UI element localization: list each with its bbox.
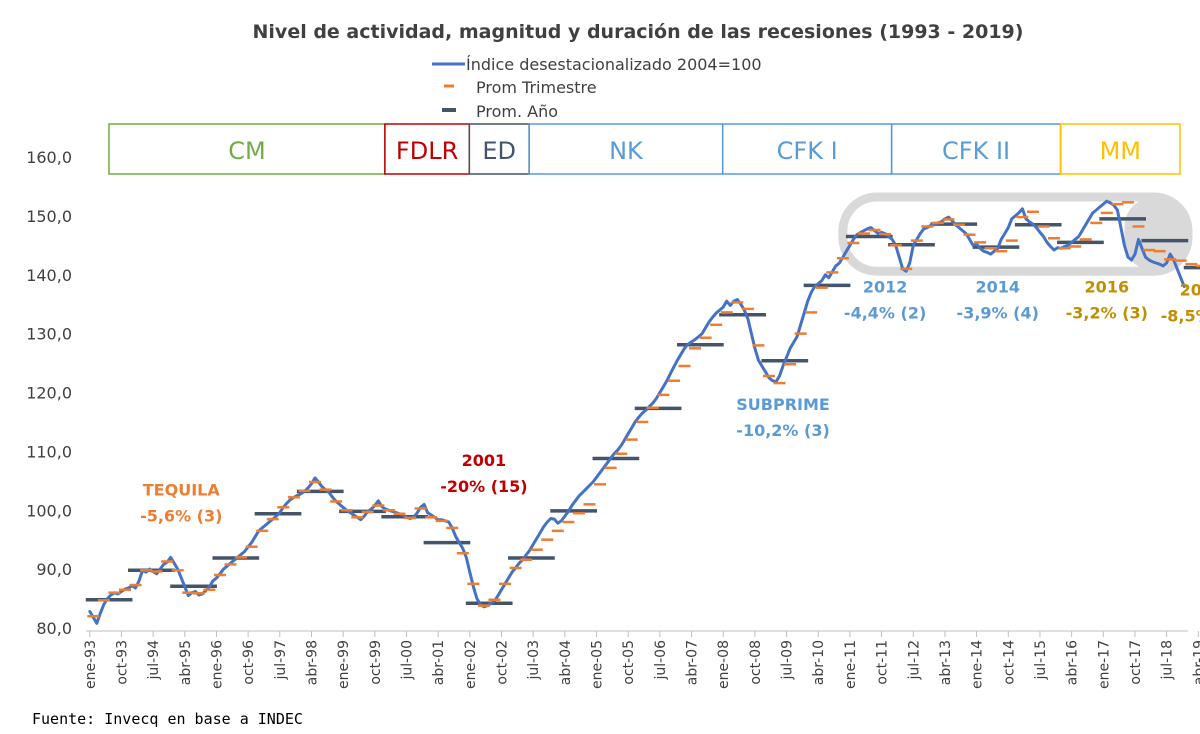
quarterly-average-series [87,201,1200,618]
period-label-0: CM [228,137,265,165]
x-tick-label: oct-93 [114,640,130,685]
recession-label-5: 2016 [1085,277,1130,296]
legend-item-index: Índice desestacionalizado 2004=100 [432,55,762,74]
chart-title: Nivel de actividad, magnitud y duración … [253,21,1024,43]
source-note: Fuente: Invecq en base a INDEC [32,710,303,728]
recession-label-6: 2018 [1180,280,1200,299]
period-label-6: MM [1100,137,1141,165]
x-tick-label: abr-04 [558,640,574,685]
y-tick-label: 150,0 [26,207,72,226]
y-tick-label: 140,0 [26,266,72,285]
x-tick-label: jul-06 [653,640,669,681]
x-tick-label: oct-99 [368,640,384,685]
y-tick-label: 100,0 [26,501,72,520]
period-label-3: NK [609,137,644,165]
x-tick-label: oct-05 [621,640,637,685]
x-tick-label: jul-94 [146,640,162,681]
x-tick-label: ene-08 [716,640,732,689]
x-tick-label: oct-08 [748,640,764,685]
x-tick-label: oct-02 [495,640,511,685]
x-tick-label: oct-96 [241,640,257,685]
x-tick-label: abr-16 [1065,640,1081,685]
recession-label-2: -10,2% (3) [736,421,829,440]
x-tick-label: ene-93 [83,640,99,689]
recession-label-5: -3,2% (3) [1066,303,1148,322]
y-tick-label: 110,0 [26,442,72,461]
index-series [88,199,1186,625]
x-tick-label: abr-19 [1191,640,1200,685]
legend: Índice desestacionalizado 2004=100 Prom … [432,55,762,121]
x-tick-label: oct-14 [1001,640,1017,685]
y-tick-label: 130,0 [26,325,72,344]
legend-item-year: Prom. Año [442,102,558,121]
period-label-1: FDLR [396,137,458,165]
x-tick-label: oct-17 [1128,640,1144,685]
x-tick-label: oct-11 [875,640,891,685]
x-tick-label: abr-01 [431,640,447,685]
x-tick-label: jul-03 [526,640,542,681]
y-tick-label: 160,0 [26,148,72,167]
y-tick-label: 90,0 [36,560,72,579]
recession-annotations: TEQUILA -5,6% (3) 2001 -20% (15) SUBPRIME -10… [140,277,1200,525]
index-line [88,199,1186,625]
y-axis: 80,0 90,0 100,0 110,0 120,0 130,0 140,0 150,0 16… [26,148,72,638]
x-tick-label: abr-07 [685,640,701,685]
recession-label-0: TEQUILA [143,481,221,500]
recent-period-highlight [838,192,1193,276]
recession-label-1: 2001 [462,451,507,470]
recession-label-6: -8,5% (7) [1161,306,1200,325]
x-tick-label: abr-95 [178,640,194,685]
x-tick-label: ene-05 [590,640,606,689]
period-label-5: CFK II [942,137,1010,165]
x-tick-label: jul-18 [1160,640,1176,681]
x-tick-label: jul-97 [273,640,289,681]
recession-label-3: -4,4% (2) [844,303,926,322]
legend-label-quarter: Prom Trimestre [476,78,597,97]
recession-label-3: 2012 [863,277,908,296]
x-tick-label: jul-09 [780,640,796,681]
x-tick-label: jul-12 [906,640,922,681]
x-tick-label: abr-98 [304,640,320,685]
x-tick-label: ene-96 [209,640,225,689]
x-axis: ene-93 oct-93 jul-94 abr-95 ene-96 oct-96 jul-… [83,630,1200,689]
x-tick-label: ene-99 [336,640,352,689]
x-tick-label: jul-00 [399,640,415,681]
x-tick-label: ene-14 [970,640,986,689]
x-tick-label: ene-17 [1096,640,1112,689]
legend-label-year: Prom. Año [476,102,558,121]
y-tick-label: 120,0 [26,384,72,403]
x-tick-label: jul-15 [1033,640,1049,681]
y-tick-label: 80,0 [36,619,72,638]
recession-label-2: SUBPRIME [736,395,830,414]
highlight-fill [1124,197,1188,272]
recession-label-4: -3,9% (4) [957,303,1039,322]
x-tick-label: ene-11 [843,640,859,689]
recession-label-0: -5,6% (3) [140,507,222,526]
recession-label-1: -20% (15) [440,477,527,496]
period-label-4: CFK I [777,137,838,165]
x-tick-label: abr-13 [938,640,954,685]
x-tick-label: ene-02 [463,640,479,689]
legend-item-quarter: Prom Trimestre [444,78,597,97]
x-tick-label: abr-10 [811,640,827,685]
period-label-2: ED [482,137,516,165]
government-periods: CM FDLR ED NK CFK I CFK II MM [108,123,1181,175]
recession-label-4: 2014 [975,277,1020,296]
legend-label-index: Índice desestacionalizado 2004=100 [466,55,762,74]
period-box-6 [1059,123,1181,175]
